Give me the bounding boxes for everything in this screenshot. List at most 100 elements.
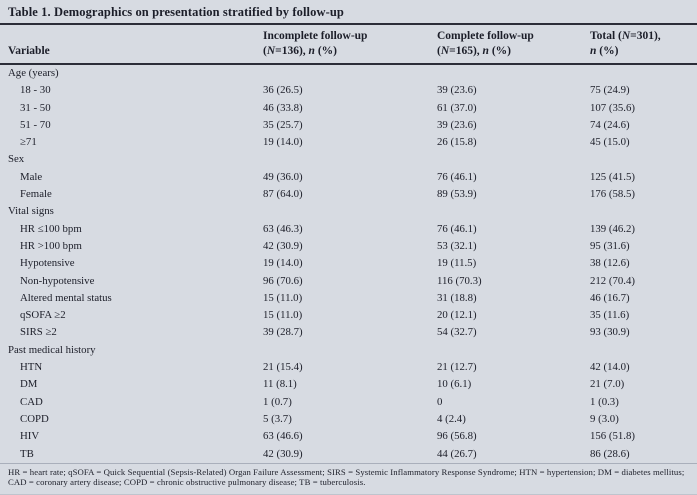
row-label: ≥71 — [20, 136, 37, 149]
cell-total: 95 (31.6) — [590, 239, 630, 252]
cell-incomplete-followup: 35 (25.7) — [263, 118, 303, 131]
cell-total: 1 (0.3) — [590, 395, 619, 408]
row-label: HIV — [20, 430, 40, 443]
header-divider — [0, 63, 697, 65]
table-row: Past medical history — [0, 342, 697, 359]
cell-complete-followup: 116 (70.3) — [437, 274, 482, 287]
cell-total: 46 (16.7) — [590, 291, 630, 304]
row-label: Past medical history — [8, 343, 96, 356]
row-label: DM — [20, 378, 38, 391]
row-label: Hypotensive — [20, 257, 75, 270]
table-row: Hypotensive 19 (14.0) 19 (11.5) 38 (12.6… — [0, 255, 697, 272]
row-label: Female — [20, 188, 52, 201]
cell-incomplete-followup: 63 (46.6) — [263, 430, 303, 443]
cell-incomplete-followup: 42 (30.9) — [263, 447, 303, 460]
table-row: TB 42 (30.9) 44 (26.7) 86 (28.6) — [0, 446, 697, 463]
table-title: Table 1. Demographics on presentation st… — [8, 5, 344, 19]
cell-incomplete-followup: 49 (36.0) — [263, 170, 303, 183]
cell-total: 42 (14.0) — [590, 361, 630, 374]
cell-total: 75 (24.9) — [590, 84, 630, 97]
cell-incomplete-followup: 19 (14.0) — [263, 136, 303, 149]
cell-total: 9 (3.0) — [590, 412, 619, 425]
cell-complete-followup: 54 (32.7) — [437, 326, 477, 339]
cell-complete-followup: 31 (18.8) — [437, 291, 477, 304]
cell-incomplete-followup: 42 (30.9) — [263, 239, 303, 252]
column-header-complete: Complete follow-up (N=165), n (%) — [437, 29, 590, 59]
cell-complete-followup: 10 (6.1) — [437, 378, 472, 391]
row-label: Sex — [8, 153, 25, 166]
table-row: HTN 21 (15.4) 21 (12.7) 42 (14.0) — [0, 359, 697, 376]
table-row: Vital signs — [0, 203, 697, 220]
cell-incomplete-followup: 63 (46.3) — [263, 222, 303, 235]
column-header-variable: Variable — [8, 45, 50, 57]
cell-incomplete-followup: 15 (11.0) — [263, 291, 303, 304]
table-row: 31 - 50 46 (33.8) 61 (37.0) 107 (35.6) — [0, 100, 697, 117]
table-row: HR ≤100 bpm 63 (46.3) 76 (46.1) 139 (46.… — [0, 221, 697, 238]
table-body: Age (years) 18 - 30 36 (26.5) 39 (23.6) … — [0, 65, 697, 463]
cell-total: 176 (58.5) — [590, 188, 635, 201]
cell-incomplete-followup: 19 (14.0) — [263, 257, 303, 270]
cell-incomplete-followup: 96 (70.6) — [263, 274, 303, 287]
column-header-line2: n (%) — [590, 45, 619, 57]
cell-complete-followup: 61 (37.0) — [437, 101, 477, 114]
cell-total: 212 (70.4) — [590, 274, 635, 287]
cell-incomplete-followup: 46 (33.8) — [263, 101, 303, 114]
cell-complete-followup: 4 (2.4) — [437, 412, 466, 425]
cell-total: 38 (12.6) — [590, 257, 630, 270]
cell-complete-followup: 21 (12.7) — [437, 361, 477, 374]
row-label: Vital signs — [8, 205, 54, 218]
column-header-line2: (N=165), n (%) — [437, 45, 511, 57]
row-label: COPD — [20, 412, 49, 425]
table-row: qSOFA ≥2 15 (11.0) 20 (12.1) 35 (11.6) — [0, 307, 697, 324]
cell-total: 107 (35.6) — [590, 101, 635, 114]
footnote-line: HR = heart rate; qSOFA = Quick Sequentia… — [8, 466, 685, 477]
row-label: Altered mental status — [20, 291, 112, 304]
table-row: Non-hypotensive 96 (70.6) 116 (70.3) 212… — [0, 273, 697, 290]
table-row: Female 87 (64.0) 89 (53.9) 176 (58.5) — [0, 186, 697, 203]
cell-complete-followup: 39 (23.6) — [437, 84, 477, 97]
cell-total: 74 (24.6) — [590, 118, 630, 131]
cell-complete-followup: 76 (46.1) — [437, 222, 477, 235]
table-row: Altered mental status 15 (11.0) 31 (18.8… — [0, 290, 697, 307]
row-label: 18 - 30 — [20, 84, 51, 97]
title-divider — [0, 23, 697, 25]
cell-total: 93 (30.9) — [590, 326, 630, 339]
table-row: HR >100 bpm 42 (30.9) 53 (32.1) 95 (31.6… — [0, 238, 697, 255]
row-label: HR >100 bpm — [20, 239, 82, 252]
table-row: COPD 5 (3.7) 4 (2.4) 9 (3.0) — [0, 411, 697, 428]
cell-total: 156 (51.8) — [590, 430, 635, 443]
cell-total: 139 (46.2) — [590, 222, 635, 235]
cell-complete-followup: 19 (11.5) — [437, 257, 477, 270]
table-row: Sex — [0, 151, 697, 168]
table-row: HIV 63 (46.6) 96 (56.8) 156 (51.8) — [0, 428, 697, 445]
cell-incomplete-followup: 21 (15.4) — [263, 361, 303, 374]
row-label: SIRS ≥2 — [20, 326, 57, 339]
table-row: DM 11 (8.1) 10 (6.1) 21 (7.0) — [0, 376, 697, 393]
footnote-divider — [0, 462, 697, 464]
cell-complete-followup: 20 (12.1) — [437, 309, 477, 322]
cell-total: 125 (41.5) — [590, 170, 635, 183]
row-label: HTN — [20, 361, 43, 374]
cell-complete-followup: 44 (26.7) — [437, 447, 477, 460]
row-label: Age (years) — [8, 67, 59, 79]
column-header-total: Total (N=301), n (%) — [590, 29, 691, 59]
column-header-line2: (N=136), n (%) — [263, 45, 337, 57]
table-row: 51 - 70 35 (25.7) 39 (23.6) 74 (24.6) — [0, 117, 697, 134]
table-row: 18 - 30 36 (26.5) 39 (23.6) 75 (24.9) — [0, 82, 697, 99]
table-footnote: HR = heart rate; qSOFA = Quick Sequentia… — [0, 464, 697, 488]
cell-complete-followup: 53 (32.1) — [437, 239, 477, 252]
column-header-line1: Incomplete follow-up — [263, 30, 368, 42]
cell-incomplete-followup: 36 (26.5) — [263, 84, 303, 97]
row-label: Male — [20, 170, 43, 183]
table-row: SIRS ≥2 39 (28.7) 54 (32.7) 93 (30.9) — [0, 324, 697, 341]
cell-incomplete-followup: 15 (11.0) — [263, 309, 303, 322]
cell-incomplete-followup: 11 (8.1) — [263, 378, 297, 391]
table-header-row: Variable Incomplete follow-up (N=136), n… — [0, 25, 697, 63]
row-label: TB — [20, 447, 34, 460]
footnote-line: CAD = coronary artery disease; COPD = ch… — [8, 477, 366, 488]
row-label: CAD — [20, 395, 43, 408]
cell-total: 86 (28.6) — [590, 447, 630, 460]
cell-complete-followup: 76 (46.1) — [437, 170, 477, 183]
cell-incomplete-followup: 39 (28.7) — [263, 326, 303, 339]
